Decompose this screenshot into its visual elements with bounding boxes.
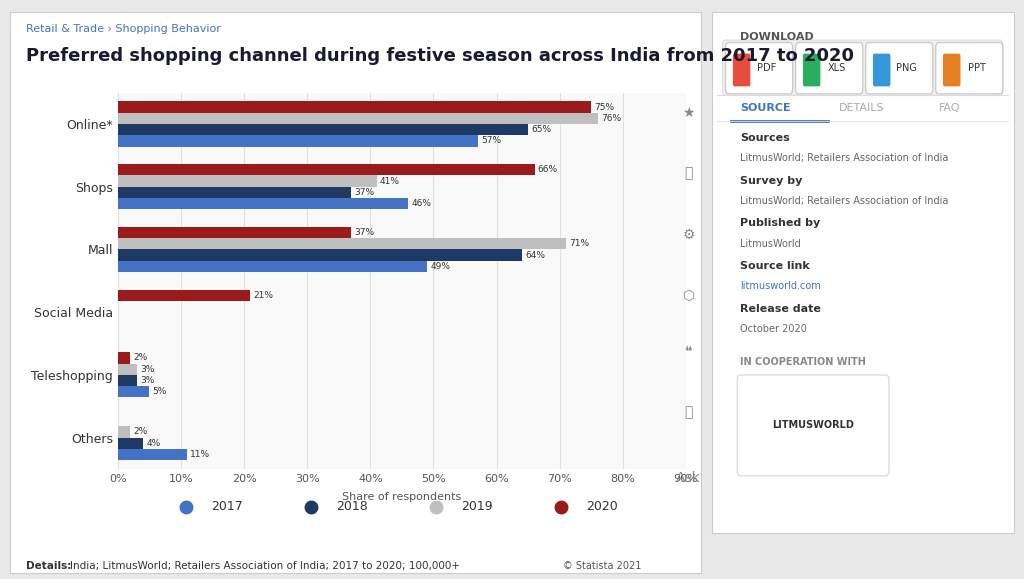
Bar bbox=[118, 386, 150, 397]
Bar bbox=[118, 238, 566, 250]
Text: 49%: 49% bbox=[430, 262, 451, 271]
Bar bbox=[118, 135, 477, 146]
Text: 3%: 3% bbox=[140, 376, 155, 385]
Text: © Statista 2021: © Statista 2021 bbox=[563, 560, 642, 570]
Bar bbox=[118, 175, 377, 186]
Text: PPT: PPT bbox=[968, 63, 985, 73]
Text: IN COOPERATION WITH: IN COOPERATION WITH bbox=[740, 357, 866, 367]
Text: PDF: PDF bbox=[757, 63, 776, 73]
Text: 41%: 41% bbox=[380, 177, 399, 186]
Text: 71%: 71% bbox=[569, 239, 590, 248]
FancyBboxPatch shape bbox=[796, 43, 862, 94]
Bar bbox=[118, 364, 137, 375]
FancyBboxPatch shape bbox=[803, 54, 820, 86]
FancyBboxPatch shape bbox=[737, 375, 889, 476]
Bar bbox=[118, 352, 130, 364]
FancyBboxPatch shape bbox=[936, 43, 1002, 94]
Text: SOURCE: SOURCE bbox=[740, 102, 791, 112]
Text: 2%: 2% bbox=[133, 353, 147, 362]
Text: 5%: 5% bbox=[153, 387, 167, 397]
Text: ❝: ❝ bbox=[685, 345, 692, 359]
Text: 3%: 3% bbox=[140, 365, 155, 374]
Text: LitmusWorld; Retailers Association of India: LitmusWorld; Retailers Association of In… bbox=[740, 196, 948, 206]
Text: ★: ★ bbox=[682, 106, 695, 120]
Bar bbox=[118, 438, 143, 449]
Text: 66%: 66% bbox=[538, 165, 558, 174]
Text: 2%: 2% bbox=[133, 427, 147, 437]
Text: India; LitmusWorld; Retailers Association of India; 2017 to 2020; 100,000+: India; LitmusWorld; Retailers Associatio… bbox=[70, 560, 460, 570]
Bar bbox=[118, 375, 137, 386]
FancyBboxPatch shape bbox=[872, 54, 891, 86]
Text: Retail & Trade › Shopping Behavior: Retail & Trade › Shopping Behavior bbox=[26, 24, 220, 34]
FancyBboxPatch shape bbox=[733, 54, 751, 86]
Bar bbox=[118, 426, 130, 438]
Text: 2017: 2017 bbox=[212, 500, 244, 513]
Text: litmusworld.com: litmusworld.com bbox=[740, 281, 821, 291]
Bar bbox=[118, 101, 592, 113]
Text: 🖨: 🖨 bbox=[684, 405, 693, 420]
Text: Ask: Ask bbox=[676, 471, 701, 485]
Bar bbox=[118, 449, 187, 460]
Text: 4%: 4% bbox=[146, 439, 161, 448]
Text: October 2020: October 2020 bbox=[740, 324, 807, 334]
Bar bbox=[118, 261, 427, 272]
Bar bbox=[118, 113, 598, 124]
Text: 🔔: 🔔 bbox=[684, 167, 693, 181]
Text: 65%: 65% bbox=[531, 125, 552, 134]
Text: 76%: 76% bbox=[601, 114, 621, 123]
Text: Details:: Details: bbox=[26, 560, 71, 570]
Text: 2020: 2020 bbox=[587, 500, 618, 513]
Text: 75%: 75% bbox=[595, 102, 614, 112]
Text: Release date: Release date bbox=[740, 304, 821, 314]
Bar bbox=[118, 124, 528, 135]
Text: 2019: 2019 bbox=[462, 500, 494, 513]
Text: DOWNLOAD: DOWNLOAD bbox=[740, 32, 814, 42]
Text: 37%: 37% bbox=[354, 228, 375, 237]
Text: FAQ: FAQ bbox=[939, 102, 961, 112]
Bar bbox=[118, 250, 522, 261]
FancyBboxPatch shape bbox=[723, 40, 1002, 96]
Text: 46%: 46% bbox=[412, 199, 431, 208]
Text: Preferred shopping channel during festive season across India from 2017 to 2020: Preferred shopping channel during festiv… bbox=[26, 47, 854, 65]
FancyBboxPatch shape bbox=[865, 43, 933, 94]
Text: XLS: XLS bbox=[827, 63, 846, 73]
Text: Published by: Published by bbox=[740, 218, 820, 229]
Bar bbox=[118, 227, 351, 238]
Text: LitmusWorld: LitmusWorld bbox=[740, 239, 801, 248]
Text: 57%: 57% bbox=[481, 137, 501, 145]
Text: 2018: 2018 bbox=[337, 500, 369, 513]
Bar bbox=[118, 164, 535, 175]
Bar bbox=[118, 186, 351, 198]
Text: Sources: Sources bbox=[740, 133, 790, 143]
Text: DETAILS: DETAILS bbox=[840, 102, 885, 112]
Text: 37%: 37% bbox=[354, 188, 375, 197]
Text: 21%: 21% bbox=[254, 291, 273, 300]
Text: 64%: 64% bbox=[525, 251, 545, 259]
Text: ⬡: ⬡ bbox=[683, 288, 694, 302]
Text: LITMUSWORLD: LITMUSWORLD bbox=[772, 420, 854, 430]
Bar bbox=[118, 290, 250, 301]
Text: 11%: 11% bbox=[190, 450, 211, 459]
Bar bbox=[118, 198, 409, 210]
Text: Source link: Source link bbox=[740, 261, 810, 271]
Text: Survey by: Survey by bbox=[740, 175, 803, 186]
Text: ⚙: ⚙ bbox=[682, 228, 695, 241]
FancyBboxPatch shape bbox=[726, 43, 793, 94]
Text: PNG: PNG bbox=[896, 63, 916, 73]
FancyBboxPatch shape bbox=[943, 54, 961, 86]
Text: LitmusWorld; Retailers Association of India: LitmusWorld; Retailers Association of In… bbox=[740, 153, 948, 163]
X-axis label: Share of respondents: Share of respondents bbox=[342, 492, 462, 502]
